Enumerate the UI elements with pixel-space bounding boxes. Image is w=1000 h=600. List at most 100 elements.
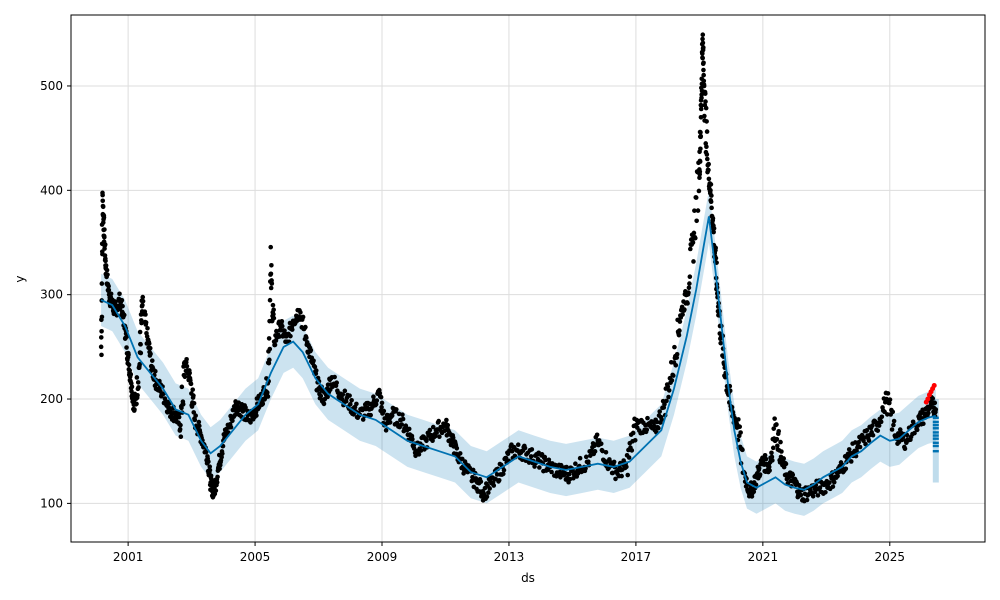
observed-point	[334, 380, 339, 386]
observed-point	[379, 404, 384, 410]
observed-point	[933, 407, 939, 412]
observed-point	[692, 208, 697, 213]
observed-point	[779, 449, 784, 454]
observed-point	[311, 358, 316, 363]
observed-point	[98, 344, 104, 350]
observed-point	[360, 417, 366, 422]
observed-point	[121, 312, 127, 318]
observed-point	[763, 456, 769, 462]
observed-point	[592, 449, 598, 454]
observed-point	[774, 422, 779, 427]
observed-point	[740, 447, 745, 453]
observed-point	[810, 493, 816, 499]
observed-point	[149, 358, 155, 363]
observed-point	[709, 205, 714, 211]
tail-forecast-mark	[932, 450, 939, 453]
observed-point	[693, 195, 699, 200]
observed-point	[132, 407, 137, 412]
observed-point	[853, 440, 858, 445]
observed-point	[701, 83, 707, 89]
observed-point	[374, 398, 380, 403]
observed-point	[416, 452, 422, 457]
observed-point	[607, 459, 613, 465]
observed-point	[379, 400, 385, 406]
observed-point	[279, 318, 285, 324]
observed-point	[676, 332, 682, 338]
observed-point	[532, 464, 537, 469]
observed-point	[573, 461, 578, 467]
observed-point	[268, 244, 274, 250]
observed-point	[697, 175, 702, 181]
observed-point	[778, 439, 783, 445]
observed-point	[776, 429, 782, 434]
observed-point	[102, 227, 107, 232]
observed-point	[99, 314, 105, 320]
observed-point	[213, 488, 219, 493]
observed-point	[699, 103, 704, 108]
observed-point	[99, 352, 104, 358]
observed-point	[368, 412, 373, 418]
observed-point	[710, 216, 716, 221]
observed-point	[191, 401, 197, 406]
observed-point	[325, 394, 330, 400]
observed-point	[619, 473, 624, 479]
observed-point	[494, 472, 500, 477]
observed-point	[228, 424, 234, 430]
observed-point	[846, 447, 852, 452]
y-tick-label: 200	[40, 392, 63, 406]
observed-point	[193, 413, 198, 418]
observed-point	[697, 169, 703, 174]
observed-point	[857, 444, 863, 450]
observed-point	[509, 448, 515, 454]
observed-point	[179, 384, 185, 390]
observed-point	[823, 489, 828, 495]
observed-point	[781, 456, 787, 461]
observed-point	[119, 297, 125, 303]
x-tick-label: 2025	[875, 550, 906, 564]
observed-point	[268, 271, 274, 277]
observed-point	[686, 290, 691, 295]
observed-point	[268, 285, 274, 291]
observed-point	[381, 408, 387, 414]
observed-point	[424, 438, 429, 444]
observed-point	[762, 452, 768, 458]
observed-point	[430, 424, 436, 430]
observed-point	[632, 437, 638, 443]
observed-point	[454, 445, 460, 451]
observed-point	[711, 226, 717, 231]
tail-forecast-mark	[932, 434, 939, 437]
highlight-point	[931, 382, 937, 388]
observed-point	[496, 477, 502, 483]
observed-point	[549, 469, 554, 475]
observed-point	[436, 418, 441, 424]
observed-point	[585, 459, 591, 464]
observed-point	[864, 428, 870, 433]
highlight-points	[923, 382, 937, 405]
observed-point	[930, 396, 936, 401]
observed-point	[103, 263, 109, 268]
observed-point	[699, 95, 704, 101]
observed-point	[354, 401, 359, 407]
observed-point	[630, 430, 636, 436]
observed-point	[626, 455, 632, 460]
observed-point	[870, 432, 876, 438]
observed-point	[863, 441, 868, 447]
observed-point	[700, 36, 705, 42]
observed-point	[215, 474, 220, 480]
observed-point	[827, 480, 832, 485]
observed-point	[321, 401, 327, 407]
observed-point	[698, 106, 704, 112]
observed-point	[691, 230, 697, 236]
observed-point	[688, 246, 693, 252]
y-tick-label: 300	[40, 288, 63, 302]
observed-point	[400, 412, 405, 417]
observed-point	[140, 302, 145, 308]
observed-point	[891, 418, 897, 424]
observed-point	[289, 327, 295, 332]
observed-point	[879, 414, 885, 420]
observed-point	[176, 414, 182, 420]
observed-point	[389, 413, 395, 418]
observed-point	[680, 312, 685, 317]
observed-point	[178, 434, 184, 439]
observed-point	[696, 188, 702, 194]
